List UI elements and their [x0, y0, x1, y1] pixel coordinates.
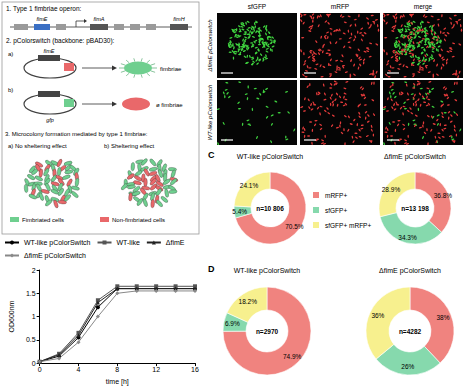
svg-text:28.9%: 28.9%	[382, 186, 401, 193]
svg-text:mRFP+: mRFP+	[325, 192, 347, 199]
svg-text:C: C	[208, 150, 215, 160]
svg-text:ΔfimE pColorSwitch: ΔfimE pColorSwitch	[384, 153, 446, 161]
svg-text:OD600nm: OD600nm	[8, 300, 15, 332]
svg-text:WT-like pColorSwitch: WT-like pColorSwitch	[234, 267, 301, 275]
svg-text:0: 0	[32, 360, 36, 367]
svg-text:Fimbriated cells: Fimbriated cells	[22, 217, 64, 223]
svg-text:8: 8	[115, 366, 119, 373]
svg-text:2. pColorswitch (backbone: pBA: 2. pColorswitch (backbone: pBAD30):	[6, 37, 115, 45]
svg-text:ø fimbriae: ø fimbriae	[156, 102, 183, 108]
svg-text:sfGFP: sfGFP	[248, 3, 266, 10]
svg-text:34.3%: 34.3%	[398, 234, 417, 241]
svg-text:4: 4	[77, 366, 81, 373]
svg-text:sfGFP+ mRFP+: sfGFP+ mRFP+	[325, 222, 371, 229]
svg-text:36.8%: 36.8%	[434, 192, 453, 199]
svg-text:a) No sheltering effect: a) No sheltering effect	[8, 143, 67, 149]
svg-text:16: 16	[191, 366, 199, 373]
svg-text:0.5: 0.5	[26, 336, 36, 343]
svg-text:18.2%: 18.2%	[239, 298, 258, 305]
svg-text:D: D	[208, 264, 215, 274]
svg-text:ΔfimE pColorSwitch: ΔfimE pColorSwitch	[379, 267, 441, 275]
svg-text:n=13 198: n=13 198	[401, 205, 429, 212]
svg-text:merge: merge	[414, 3, 433, 11]
svg-text:b): b)	[8, 87, 13, 93]
svg-text:sfGFP+: sfGFP+	[325, 207, 347, 214]
svg-text:mRFP: mRFP	[331, 3, 349, 10]
svg-text:12: 12	[152, 366, 160, 373]
svg-text:gfp: gfp	[46, 117, 54, 123]
svg-text:fimE: fimE	[44, 48, 55, 54]
svg-text:fimA: fimA	[94, 16, 105, 22]
svg-text:Non-fimbriated cells: Non-fimbriated cells	[112, 217, 165, 223]
svg-text:ΔfimE pColorswitch: ΔfimE pColorswitch	[207, 19, 213, 73]
svg-text:0: 0	[38, 366, 42, 373]
svg-text:1.5: 1.5	[26, 290, 36, 297]
svg-text:time [h]: time [h]	[106, 378, 129, 386]
svg-text:WT-like pColorswitch: WT-like pColorswitch	[207, 84, 213, 140]
svg-text:1: 1	[32, 313, 36, 320]
svg-text:36%: 36%	[371, 312, 384, 319]
svg-text:a): a)	[8, 51, 13, 57]
svg-text:n=4282: n=4282	[399, 328, 422, 335]
svg-text:n=2970: n=2970	[256, 328, 279, 335]
svg-text:2: 2	[32, 267, 36, 274]
svg-text:38%: 38%	[436, 314, 449, 321]
svg-text:70.5%: 70.5%	[285, 223, 304, 230]
svg-text:b) Sheltering effect: b) Sheltering effect	[104, 143, 155, 149]
svg-text:fimbriae: fimbriae	[160, 66, 182, 72]
svg-text:6.9%: 6.9%	[225, 320, 240, 327]
svg-text:ΔfimE: ΔfimE	[166, 239, 185, 246]
svg-text:n=10 806: n=10 806	[256, 205, 284, 212]
svg-text:fimH: fimH	[173, 16, 184, 22]
svg-text:WT-like pColorSwitch: WT-like pColorSwitch	[237, 153, 304, 161]
svg-text:WT-like: WT-like	[117, 239, 140, 246]
svg-text:ΔfimE pColorSwitch: ΔfimE pColorSwitch	[24, 252, 86, 260]
svg-text:1. Type 1 fimbriae operon:: 1. Type 1 fimbriae operon:	[6, 5, 82, 13]
svg-text:WT-like pColorSwitch: WT-like pColorSwitch	[24, 239, 91, 247]
svg-text:3. Microcolony formation media: 3. Microcolony formation mediated by typ…	[5, 131, 148, 137]
svg-text:26%: 26%	[401, 363, 414, 370]
svg-text:24.1%: 24.1%	[240, 182, 259, 189]
svg-text:5.4%: 5.4%	[232, 208, 247, 215]
svg-text:74.9%: 74.9%	[283, 353, 302, 360]
svg-text:fimE: fimE	[37, 16, 48, 22]
